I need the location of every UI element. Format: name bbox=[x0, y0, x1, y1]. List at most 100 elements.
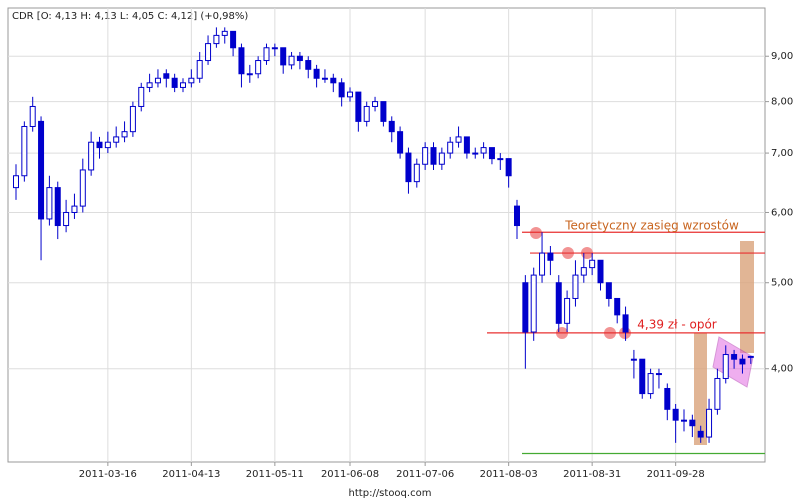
candle-body bbox=[121, 131, 128, 138]
x-tick-label: 2011-05-11 bbox=[246, 469, 304, 480]
candle-body bbox=[221, 30, 228, 36]
candle-body bbox=[96, 141, 103, 149]
y-tick-label: 7,00 bbox=[771, 148, 793, 159]
x-tick-label: 2011-08-31 bbox=[563, 469, 621, 480]
candle-body bbox=[731, 354, 738, 360]
candle-body bbox=[505, 158, 512, 177]
candle-body bbox=[330, 77, 337, 84]
candle-body bbox=[288, 55, 295, 66]
candle-body bbox=[722, 354, 729, 379]
annotation: Teoretyczny zasięg wzrostów bbox=[564, 219, 739, 233]
candle-body bbox=[463, 136, 470, 154]
candle-body bbox=[255, 60, 262, 75]
candle-body bbox=[104, 141, 111, 149]
candle-body bbox=[305, 60, 312, 70]
candle-body bbox=[372, 101, 379, 107]
candle-body bbox=[271, 47, 278, 50]
candle-body bbox=[246, 73, 253, 76]
candle-body bbox=[321, 77, 328, 80]
candle-body bbox=[672, 408, 679, 421]
candle-body bbox=[714, 377, 721, 410]
candle-body bbox=[146, 82, 153, 88]
candle-body bbox=[697, 430, 704, 438]
candle-body bbox=[522, 282, 529, 333]
candle-body bbox=[405, 152, 412, 183]
y-tick-label: 4,00 bbox=[771, 364, 793, 375]
candle-body bbox=[497, 158, 504, 161]
projection-box bbox=[740, 241, 754, 353]
candle-body bbox=[706, 408, 713, 438]
candle-body bbox=[180, 82, 186, 88]
candle-body bbox=[597, 259, 604, 284]
candle-body bbox=[138, 86, 145, 107]
candle-body bbox=[63, 211, 70, 227]
overlay bbox=[530, 227, 754, 445]
candle-body bbox=[313, 68, 320, 79]
candle-body bbox=[196, 60, 203, 79]
candle-body bbox=[38, 120, 45, 220]
candle-body bbox=[430, 147, 437, 165]
candle-body bbox=[347, 91, 353, 98]
candle-body bbox=[547, 252, 554, 261]
x-tick-label: 2011-08-03 bbox=[480, 469, 538, 480]
candle-body bbox=[213, 34, 220, 45]
flag-pattern bbox=[712, 336, 754, 388]
candle-body bbox=[488, 147, 495, 160]
y-tick-label: 8,00 bbox=[771, 97, 793, 108]
candle-body bbox=[514, 205, 520, 227]
candle-body bbox=[88, 141, 95, 171]
touch-point bbox=[530, 227, 542, 239]
projection-box bbox=[694, 333, 707, 445]
candle-body bbox=[129, 105, 136, 133]
annotation: 4,39 zł - opór bbox=[637, 318, 717, 332]
candle-body bbox=[54, 187, 61, 227]
candle-body bbox=[647, 373, 654, 395]
candle-body bbox=[388, 120, 395, 133]
candle-body bbox=[163, 73, 170, 79]
candle-body bbox=[480, 147, 487, 154]
candle-body bbox=[572, 274, 579, 299]
candle-body bbox=[355, 91, 362, 122]
candle-body bbox=[555, 282, 562, 324]
candle-body bbox=[380, 101, 387, 122]
candle-body bbox=[79, 169, 86, 207]
footer: http://stooq.com bbox=[349, 488, 432, 499]
candle-body bbox=[614, 297, 621, 316]
candle-body bbox=[397, 131, 404, 154]
x-tick-label: 2011-07-06 bbox=[396, 469, 454, 480]
candle-body bbox=[296, 55, 303, 62]
x-tick-label: 2011-06-08 bbox=[321, 469, 379, 480]
candle-body bbox=[589, 259, 596, 269]
candle-body bbox=[747, 355, 754, 358]
candle-body bbox=[113, 136, 120, 143]
plot-frame bbox=[7, 7, 766, 463]
candle-body bbox=[422, 147, 429, 165]
candle-body bbox=[238, 47, 245, 75]
candle-body bbox=[205, 43, 212, 62]
candle-body bbox=[605, 282, 612, 299]
candle-body bbox=[188, 77, 195, 84]
candle-body bbox=[447, 141, 454, 154]
candle-body bbox=[639, 358, 646, 395]
candle-body bbox=[739, 358, 746, 365]
x-tick-label: 2011-09-28 bbox=[647, 469, 705, 480]
candle-body bbox=[630, 358, 637, 361]
x-tick-label: 2011-03-16 bbox=[79, 469, 137, 480]
candle-body bbox=[539, 252, 546, 276]
candle-body bbox=[338, 82, 345, 98]
candle-body bbox=[280, 47, 287, 66]
candle-body bbox=[154, 77, 161, 84]
candle-body bbox=[71, 205, 78, 213]
candle-body bbox=[530, 274, 537, 333]
y-tick-label: 9,00 bbox=[771, 51, 793, 62]
candle-body bbox=[13, 175, 19, 189]
candle-body bbox=[664, 387, 671, 410]
candle-body bbox=[472, 152, 479, 155]
candle-body bbox=[413, 163, 420, 183]
candle-body bbox=[681, 419, 687, 422]
candle-body bbox=[29, 105, 36, 127]
chart-title: CDR [O: 4,13 H: 4,13 L: 4,05 C: 4,12] (+… bbox=[12, 11, 248, 22]
candle-body bbox=[46, 187, 53, 220]
candle-body bbox=[564, 297, 571, 324]
